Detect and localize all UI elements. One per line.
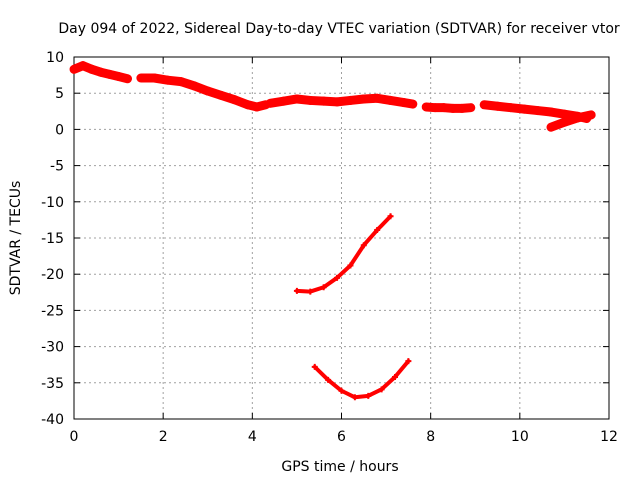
grid xyxy=(74,57,609,419)
data-trace xyxy=(375,214,393,233)
data-trace xyxy=(361,228,380,248)
data-point xyxy=(124,75,131,82)
data-trace xyxy=(379,375,397,392)
series-arc-main-4 xyxy=(421,102,476,113)
y-tick-label: 5 xyxy=(55,86,64,102)
axis-ticks: 0 2 4 6 8 10 12 10 5 0 -5 -10 -15 -20 -25 -30 -35 -40 xyxy=(41,50,618,445)
data-point xyxy=(405,358,412,365)
x-tick-label: 10 xyxy=(511,429,529,445)
data-marks xyxy=(69,61,596,401)
chart-title: Day 094 of 2022, Sidereal Day-to-day VTE… xyxy=(58,21,620,37)
y-tick-label: -10 xyxy=(41,195,64,211)
y-tick-label: 10 xyxy=(46,50,64,66)
y-tick-label: -40 xyxy=(41,412,64,428)
y-tick-label: -15 xyxy=(41,231,64,247)
series-arc-main-6 xyxy=(546,110,596,132)
series-arc-main-1 xyxy=(69,61,132,84)
x-tick-label: 6 xyxy=(337,429,346,445)
y-axis-label: SDTVAR / TECUs xyxy=(8,181,24,296)
x-tick-label: 12 xyxy=(600,429,618,445)
y-tick-label: -20 xyxy=(41,267,64,283)
data-point xyxy=(588,111,595,118)
x-tick-label: 4 xyxy=(248,429,257,445)
data-trace xyxy=(312,364,331,382)
data-point xyxy=(387,213,394,220)
x-axis-label: GPS time / hours xyxy=(281,459,398,475)
data-trace xyxy=(326,377,344,393)
data-trace xyxy=(335,263,353,280)
data-trace xyxy=(348,243,366,268)
data-trace xyxy=(366,387,384,398)
y-tick-label: -35 xyxy=(41,376,64,392)
data-point xyxy=(467,104,474,111)
series-arc-main-2 xyxy=(136,73,271,112)
series-arc-main-3 xyxy=(265,93,418,109)
y-tick-label: -5 xyxy=(50,159,64,175)
series-arc-low xyxy=(311,358,412,401)
data-trace xyxy=(339,388,357,400)
data-point xyxy=(409,101,416,108)
x-tick-label: 2 xyxy=(159,429,168,445)
y-tick-label: 0 xyxy=(55,122,64,138)
x-tick-label: 0 xyxy=(70,429,79,445)
data-trace xyxy=(393,359,411,380)
y-tick-label: -30 xyxy=(41,340,64,356)
y-tick-label: -25 xyxy=(41,303,64,319)
x-tick-label: 8 xyxy=(426,429,435,445)
data-trace xyxy=(321,275,340,290)
series-arc-mid xyxy=(293,213,394,295)
